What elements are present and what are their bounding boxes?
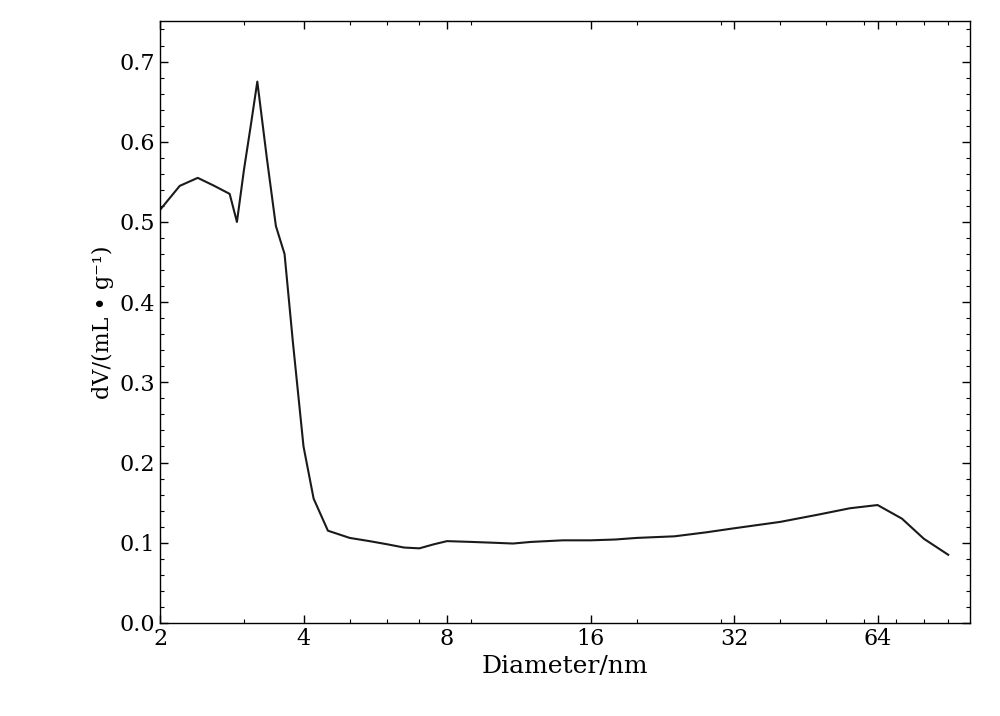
X-axis label: Diameter/nm: Diameter/nm: [482, 655, 648, 678]
Y-axis label: dV/(mL • g⁻¹): dV/(mL • g⁻¹): [92, 246, 114, 399]
